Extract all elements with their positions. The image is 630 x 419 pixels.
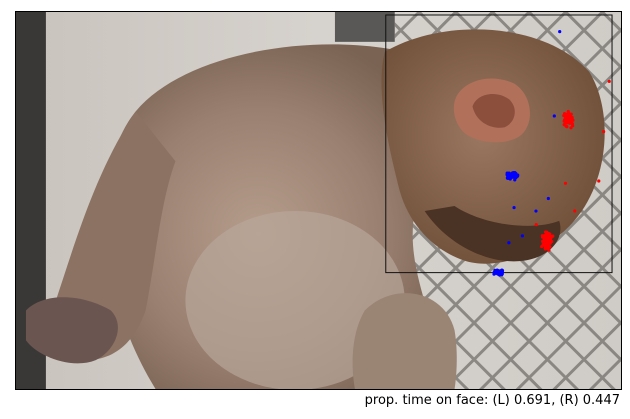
gaze-point-left (573, 209, 576, 212)
gaze-point-left (608, 80, 611, 83)
gaze-point-left (543, 238, 546, 241)
monkey-photo-frame (15, 11, 622, 390)
gaze-point-left (546, 235, 549, 238)
gaze-point-right (547, 197, 550, 200)
gaze-point-left (569, 120, 572, 123)
gaze-point-left (540, 245, 543, 248)
gaze-point-left (563, 112, 566, 115)
gaze-point-left (566, 113, 569, 116)
gaze-point-left (602, 130, 605, 133)
gaze-point-left (565, 125, 568, 128)
gaze-point-right (496, 271, 499, 274)
gaze-point-right (553, 114, 556, 117)
gaze-point-left (564, 182, 567, 185)
gaze-point-right (521, 234, 524, 237)
gaze-point-left (564, 121, 567, 124)
monkey-photo (16, 12, 621, 389)
gaze-point-right (512, 206, 515, 209)
gaze-point-right (534, 209, 537, 212)
gaze-point-left (597, 179, 600, 182)
monkey-knee (353, 293, 457, 389)
gaze-point-left (566, 118, 569, 121)
gaze-point-left (541, 234, 544, 237)
gaze-point-left (547, 249, 550, 252)
gaze-point-left (548, 241, 551, 244)
gaze-point-left (535, 223, 538, 226)
face-time-caption: prop. time on face: (L) 0.691, (R) 0.447 (365, 393, 620, 408)
gaze-point-left (545, 242, 548, 245)
gaze-point-right (507, 241, 510, 244)
gaze-point-right (512, 172, 515, 175)
gaze-point-right (513, 178, 516, 181)
gaze-point-right (558, 30, 561, 33)
gaze-point-right (508, 177, 511, 180)
gaze-point-right (500, 272, 503, 275)
